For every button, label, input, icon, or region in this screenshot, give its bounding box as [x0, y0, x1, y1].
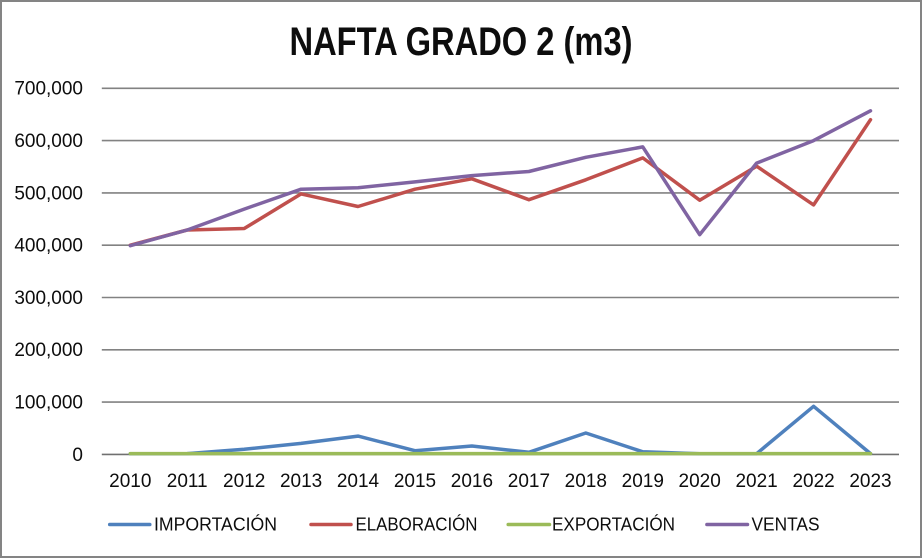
svg-text:2020: 2020: [679, 471, 721, 492]
svg-text:400,000: 400,000: [14, 236, 83, 257]
svg-text:2019: 2019: [622, 471, 664, 492]
svg-text:2014: 2014: [337, 471, 380, 492]
svg-text:2018: 2018: [565, 471, 607, 492]
svg-text:700,000: 700,000: [14, 79, 83, 100]
svg-text:2017: 2017: [508, 471, 550, 492]
svg-text:2010: 2010: [109, 471, 151, 492]
svg-text:2016: 2016: [451, 471, 493, 492]
svg-text:EXPORTACIÓN: EXPORTACIÓN: [552, 514, 675, 535]
svg-text:500,000: 500,000: [14, 183, 83, 204]
svg-text:100,000: 100,000: [14, 393, 83, 414]
svg-text:ELABORACIÓN: ELABORACIÓN: [356, 514, 478, 535]
svg-text:VENTAS: VENTAS: [752, 515, 820, 535]
svg-text:2021: 2021: [735, 471, 777, 492]
svg-text:2012: 2012: [223, 471, 265, 492]
svg-text:0: 0: [72, 445, 83, 466]
svg-text:2013: 2013: [280, 471, 322, 492]
svg-text:200,000: 200,000: [14, 340, 83, 361]
svg-text:300,000: 300,000: [14, 288, 83, 309]
svg-text:2015: 2015: [394, 471, 436, 492]
svg-text:NAFTA GRADO 2 (m3): NAFTA GRADO 2 (m3): [290, 20, 633, 64]
svg-text:2022: 2022: [792, 471, 834, 492]
svg-text:600,000: 600,000: [14, 131, 83, 152]
svg-text:IMPORTACIÓN: IMPORTACIÓN: [154, 514, 277, 535]
svg-text:2011: 2011: [167, 471, 208, 492]
svg-text:2023: 2023: [849, 471, 891, 492]
